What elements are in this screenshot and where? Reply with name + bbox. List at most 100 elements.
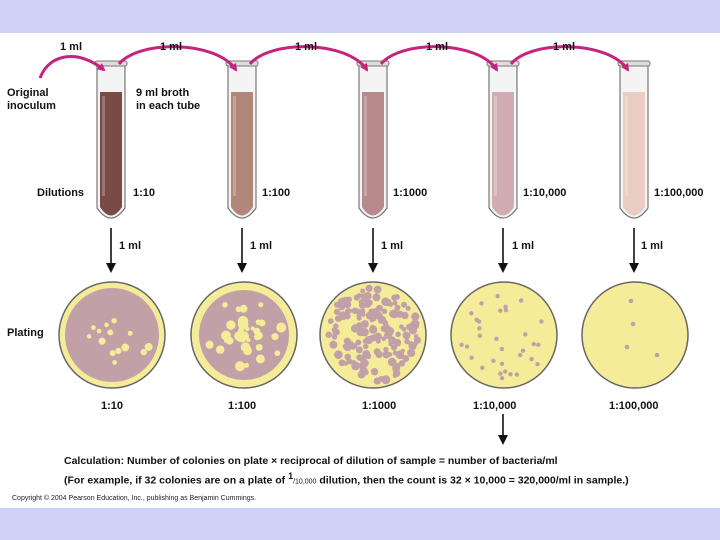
plate-3-colony (404, 338, 410, 345)
plate-2-gap (240, 342, 251, 352)
plate-4-colony (503, 307, 509, 313)
plate-3-colony (343, 337, 351, 345)
plate-2-gap (258, 319, 266, 327)
plate-4-colony (539, 319, 544, 324)
plate-3-colony (401, 301, 407, 308)
plate-4-colony (495, 293, 500, 299)
plate-3-colony (372, 293, 381, 302)
plate-4-colony (499, 361, 505, 366)
plate-3-colony (392, 300, 398, 306)
plate-5 (581, 281, 689, 389)
transfer-arrow-4 (379, 45, 499, 72)
plate-2-gap (226, 320, 236, 330)
plate-3-colony (356, 313, 362, 319)
plate-2-gap (222, 302, 228, 308)
dilutions-label: Dilutions (37, 187, 85, 199)
plate-5-colony (624, 344, 630, 350)
plate-4-colony (459, 342, 464, 348)
example-fraction-denominator: /10,000 (293, 478, 317, 486)
plate-1-gap (109, 350, 116, 357)
plate-3-colony (343, 360, 349, 366)
plate-3-colony (340, 297, 345, 302)
plate-2-gap (245, 326, 250, 332)
plate-3-colony (344, 353, 352, 361)
plate-3-colony (388, 341, 393, 347)
tube-highlight-1 (102, 96, 105, 196)
plate-3-colony (345, 308, 352, 315)
plate-volume-label-4: 1 ml (512, 240, 535, 252)
plate-4-colony (531, 341, 536, 347)
plate-4-colony (469, 311, 474, 316)
plate-3-colony (407, 348, 416, 358)
plate-5-colony (628, 298, 634, 304)
plate-dilution-3: 1:1000 (362, 400, 397, 412)
copyright-text: Copyright © 2004 Pearson Education, Inc.… (12, 495, 257, 502)
plate-3-colony (333, 308, 341, 316)
example-text-part2: dilution, then the count is 32 × 10,000 … (316, 474, 629, 487)
plate-4-colony (523, 332, 528, 337)
plate-3-colony (327, 318, 334, 325)
transfer-label-3: 1 ml (295, 41, 318, 53)
plate-3-colony (402, 355, 410, 363)
plate-4-colony (477, 326, 482, 331)
plate-4-colony (514, 372, 520, 377)
plate-4-colony (508, 371, 513, 377)
plate-3-colony (365, 284, 373, 292)
plate-3-colony (361, 295, 369, 303)
plate-dilution-5: 1:100,000 (609, 400, 659, 412)
plate-3-colony (356, 354, 363, 361)
plate-5-colony (654, 352, 660, 358)
tube-liquid-3 (362, 92, 384, 216)
plate-3-colony (405, 305, 411, 311)
plate-2-gap (255, 354, 265, 364)
plate-3-colony (395, 331, 401, 338)
broth-label-line1: 9 ml broth (136, 87, 190, 99)
plate-3-colony (392, 350, 398, 356)
plate-2-gap (225, 336, 234, 345)
plate-3-colony (334, 350, 343, 359)
broth-label-line2: in each tube (136, 100, 201, 112)
plate-4-colony (498, 308, 503, 313)
plate-1-gap (144, 342, 153, 351)
plate-3-colony (362, 338, 368, 344)
plate-3-colony (392, 373, 398, 378)
plate-3-colony (373, 285, 382, 294)
tube-dilution-5: 1:100,000 (654, 187, 704, 199)
plate-5-colony (630, 321, 636, 327)
transfer-label-2: 1 ml (160, 41, 183, 53)
plate-dilution-4: 1:10,000 (473, 400, 517, 412)
plate-3-colony (334, 315, 342, 322)
plate-3-colony (399, 324, 404, 330)
plate-3-colony (362, 349, 371, 358)
plate-4-colony (535, 361, 540, 367)
plate-4 (450, 281, 558, 389)
plate-4-colony (503, 304, 508, 310)
plate-3-colony (362, 343, 369, 350)
plate-1-gap (121, 343, 130, 352)
plate-3-colony (382, 375, 390, 383)
plate-volume-label-1: 1 ml (119, 240, 142, 252)
plate-4-colony (499, 375, 505, 381)
plate-2-gap (271, 333, 279, 341)
plate-3-colony (382, 350, 391, 359)
plate-3-colony (412, 341, 418, 347)
plate-3-colony (382, 324, 391, 333)
plate-4-colony (520, 348, 526, 353)
plate-3-colony (364, 301, 371, 308)
plate-1-gap (91, 325, 96, 330)
plate-3-colony (353, 294, 360, 301)
plate-3-colony (394, 304, 401, 311)
plate-3-colony (402, 331, 411, 340)
plate-1-gap (96, 328, 102, 334)
plate-3-colony (342, 343, 348, 349)
plate-4-colony (477, 333, 483, 339)
tube-highlight-5 (625, 96, 628, 196)
transfer-arrow-3 (248, 45, 369, 72)
plate-4-colony (536, 342, 541, 347)
plate-1-gap (140, 348, 147, 356)
plate-4-colony (479, 301, 484, 306)
plate-2-gap (246, 338, 251, 343)
plate-1-gap (112, 360, 117, 365)
transfer-label-4: 1 ml (426, 41, 449, 53)
plate-2-gap (244, 362, 250, 368)
